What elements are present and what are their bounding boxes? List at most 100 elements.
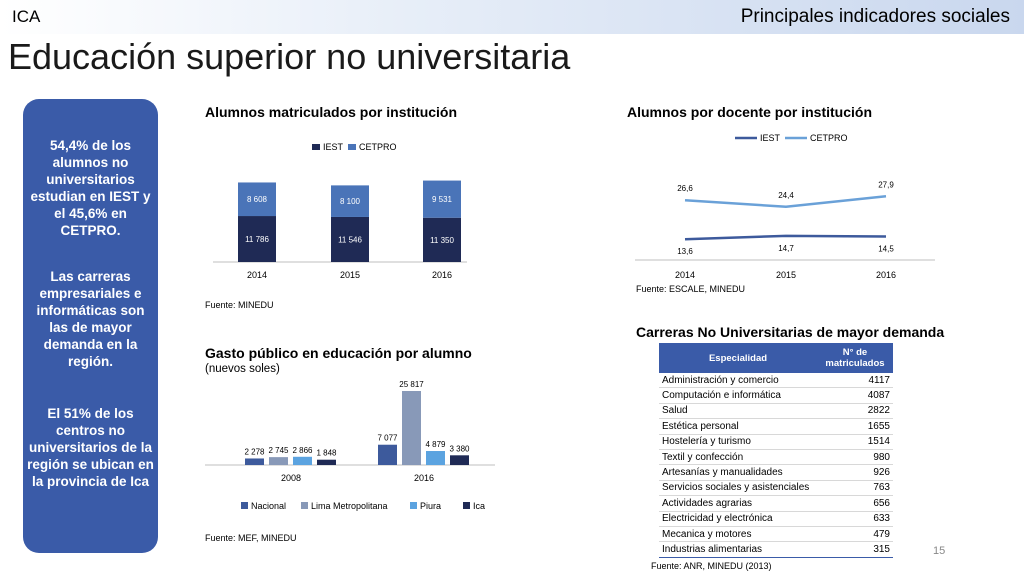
bar-piura-2008: [293, 456, 312, 465]
bar-lima-2016: [402, 391, 421, 465]
legend-label-iest: IEST: [760, 133, 781, 143]
legend-label-nacional: Nacional: [251, 501, 286, 511]
bar-cetpro-2016: [423, 180, 461, 218]
data-label-lima-2016: 25 817: [399, 380, 424, 389]
data-label-cetpro-2016: 27,9: [878, 180, 894, 189]
page-title: Educación superior no universitaria: [8, 36, 571, 77]
cell-enrolled: 763: [817, 480, 893, 497]
legend-label-cetpro: CETPRO: [359, 142, 397, 152]
header-bar: ICA Principales indicadores sociales: [0, 0, 1024, 34]
chart-enrollment-source: Fuente: MINEDU: [205, 300, 274, 310]
data-label-cetpro-2014: 26,6: [677, 184, 693, 193]
bar-nacional-2016: [378, 444, 397, 465]
cell-specialty: Industrias alimentarias: [659, 541, 817, 558]
cell-enrolled: 315: [817, 541, 893, 558]
cell-specialty: Administración y comercio: [659, 373, 817, 389]
x-tick-label-2016: 2016: [414, 473, 434, 483]
legend-label-piura: Piura: [420, 501, 441, 511]
data-label-lima-2008: 2 745: [268, 446, 289, 455]
bar-ica-2016: [450, 455, 469, 465]
sidebar-note-1: 54,4% de los alumnos no universitarios e…: [30, 138, 151, 238]
cell-enrolled: 4087: [817, 387, 893, 404]
x-tick-label-2016: 2016: [876, 270, 896, 280]
data-label-iest-2016: 14,5: [878, 245, 894, 254]
sidebar-note-3: El 51% de los centros no universitarios …: [27, 406, 154, 489]
data-label-piura-2008: 2 866: [292, 446, 313, 455]
cell-specialty: Actividades agrarias: [659, 495, 817, 512]
cell-enrolled: 1655: [817, 418, 893, 435]
cell-enrolled: 980: [817, 449, 893, 466]
bar-iest-2016: [423, 217, 461, 262]
table-row: Computación e informática 4087: [659, 387, 893, 404]
legend-label-cetpro: CETPRO: [810, 133, 848, 143]
data-label-ica-2016: 3 380: [449, 444, 470, 453]
cell-specialty: Textil y confección: [659, 449, 817, 466]
data-label-cetpro-2015: 24,4: [778, 191, 794, 200]
cell-enrolled: 926: [817, 464, 893, 481]
cell-enrolled: 4117: [817, 373, 893, 389]
table-header-row: Especialidad N° de matriculados: [659, 343, 893, 373]
data-label-iest-2014: 11 786: [245, 235, 269, 244]
legend-swatch-nacional: [241, 502, 248, 509]
legend-label-ica: Ica: [473, 501, 485, 511]
chart-spending-source: Fuente: MEF, MINEDU: [205, 533, 297, 543]
cell-specialty: Artesanías y manualidades: [659, 464, 817, 481]
bar-nacional-2008: [245, 458, 264, 465]
table-row: Servicios sociales y asistenciales 763: [659, 480, 893, 497]
sidebar-note-2: Las carreras empresariales e informática…: [36, 269, 145, 369]
brand-label: ICA: [12, 7, 41, 26]
bar-iest-2014: [238, 216, 276, 262]
data-label-ica-2008: 1 848: [316, 449, 337, 458]
x-tick-label-2014: 2014: [675, 270, 695, 280]
data-label-cetpro-2015: 8 100: [340, 197, 361, 206]
data-label-iest-2015: 11 546: [338, 235, 362, 244]
chart-spending-subtitle: (nuevos soles): [205, 363, 280, 375]
legend-label-iest: IEST: [323, 142, 344, 152]
table-row: Artesanías y manualidades 926: [659, 464, 893, 481]
table-row: Textil y confección 980: [659, 449, 893, 466]
table-row: Estética personal 1655: [659, 418, 893, 435]
legend-swatch-lima: [301, 502, 308, 509]
data-label-iest-2015: 14,7: [778, 244, 794, 253]
bar-cetpro-2014: [238, 182, 276, 217]
table-row: Mecanica y motores 479: [659, 526, 893, 543]
cell-specialty: Estética personal: [659, 418, 817, 435]
cell-enrolled: 1514: [817, 434, 893, 450]
data-label-iest-2016: 11 350: [430, 236, 454, 245]
chart-enrollment-title: Alumnos matriculados por institución: [205, 104, 458, 120]
col-header-specialty: Especialidad: [659, 343, 817, 373]
cell-enrolled: 2822: [817, 403, 893, 420]
chart-ratio: IEST CETPRO 13,6 14,7 14,5 26,6 24,4 27,9 2014 20…: [635, 133, 935, 280]
table-row: Actividades agrarias 656: [659, 495, 893, 512]
table-row: Hostelería y turismo 1514: [659, 434, 893, 450]
cell-specialty: Salud: [659, 403, 817, 420]
data-label-nacional-2008: 2 278: [244, 447, 265, 456]
table-row: Administración y comercio 4117: [659, 373, 893, 389]
x-tick-label-2014: 2014: [247, 270, 267, 280]
legend-swatch-cetpro: [348, 144, 356, 150]
bar-ica-2008: [317, 459, 336, 465]
table-row: Salud 2822: [659, 403, 893, 420]
bar-cetpro-2015: [331, 185, 369, 217]
cell-specialty: Hostelería y turismo: [659, 434, 817, 450]
legend-swatch-iest: [312, 144, 320, 150]
x-tick-label-2008: 2008: [281, 473, 301, 483]
cell-specialty: Computación e informática: [659, 387, 817, 404]
section-title: Principales indicadores sociales: [740, 6, 1010, 27]
bar-lima-2008: [269, 457, 288, 465]
legend-label-lima: Lima Metropolitana: [311, 501, 388, 511]
data-label-iest-2014: 13,6: [677, 247, 693, 256]
bar-piura-2016: [426, 451, 445, 465]
bar-iest-2015: [331, 216, 369, 262]
x-tick-label-2015: 2015: [776, 270, 796, 280]
data-label-cetpro-2014: 8 608: [247, 195, 268, 204]
sidebar-box: 54,4% de los alumnos no universitarios e…: [23, 99, 158, 553]
x-tick-label-2015: 2015: [340, 270, 360, 280]
careers-table: Especialidad N° de matriculados Administ…: [659, 343, 893, 558]
cell-enrolled: 479: [817, 526, 893, 543]
data-label-nacional-2016: 7 077: [377, 434, 398, 443]
cell-enrolled: 656: [817, 495, 893, 512]
legend-swatch-piura: [410, 502, 417, 509]
chart-enrollment: IEST CETPRO 11 786 8 608 2014 11 546 8 100 2015…: [213, 142, 467, 280]
data-label-piura-2016: 4 879: [425, 440, 446, 449]
